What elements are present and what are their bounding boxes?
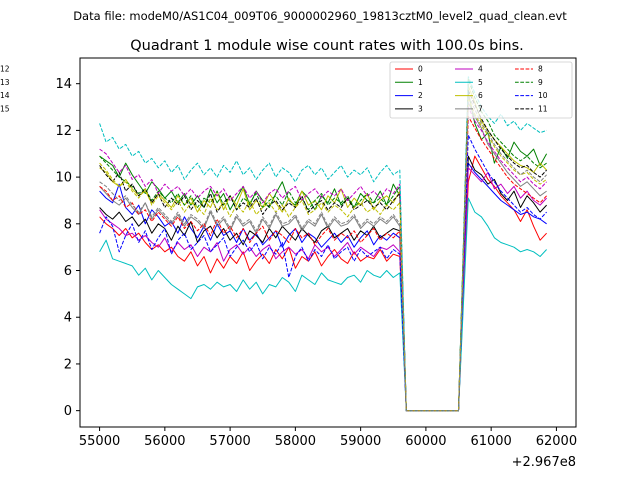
series-line-15: [99, 94, 547, 412]
y-tick-label: 14: [55, 77, 72, 92]
legend-label-15: 15: [0, 104, 10, 113]
legend-label-10: 10: [538, 91, 548, 100]
legend-label-6: 6: [478, 91, 483, 100]
legend-label-2: 2: [418, 91, 423, 100]
x-tick-label: 62000: [536, 434, 577, 449]
legend-label-11: 11: [538, 104, 548, 113]
plot-frame: [79, 57, 577, 428]
series-line-12: [99, 106, 547, 412]
series-line-8: [99, 115, 547, 412]
legend-label-5: 5: [478, 78, 483, 87]
tick-layer: 55000 56000 57000 58000 59000 60000 61000 62000…: [55, 77, 577, 449]
chart-title: Quadrant 1 module wise count rates with …: [130, 38, 524, 54]
x-tick-label: 56000: [144, 434, 185, 449]
x-tick-label: 59000: [340, 434, 381, 449]
legend-label-13: 13: [0, 78, 10, 87]
legend-label-8: 8: [538, 65, 543, 74]
legend-label-0: 0: [418, 65, 423, 74]
x-tick-label: 60000: [405, 434, 446, 449]
y-tick-label: 6: [64, 264, 72, 279]
legend-frame: [389, 61, 573, 119]
y-tick-label: 2: [64, 357, 72, 372]
series-line-5: [99, 197, 547, 412]
series-layer: [99, 76, 548, 412]
y-tick-label: 8: [64, 217, 72, 232]
series-line-7: [99, 101, 547, 412]
x-tick-label: 58000: [275, 434, 316, 449]
series-line-0: [99, 155, 547, 412]
chart-suptitle: Data file: modeM0/AS1C04_009T06_90000029…: [73, 9, 567, 23]
series-line-2: [99, 162, 547, 412]
legend-label-12: 12: [0, 65, 10, 74]
x-offset-label: +2.967e8: [512, 455, 576, 470]
y-tick-label: 0: [64, 404, 72, 419]
series-line-1: [99, 92, 548, 412]
y-tick-label: 12: [55, 124, 72, 139]
x-tick-label: 61000: [470, 434, 511, 449]
legend-label-9: 9: [538, 78, 543, 87]
y-tick-label: 4: [64, 311, 72, 326]
series-line-14: [99, 97, 547, 412]
series-line-13: [99, 76, 547, 412]
legend-label-14: 14: [0, 91, 10, 100]
legend-label-3: 3: [418, 104, 423, 113]
series-line-10: [99, 134, 547, 412]
legend-label-1: 1: [418, 78, 423, 87]
y-tick-label: 10: [55, 171, 72, 186]
x-tick-label: 57000: [209, 434, 250, 449]
x-tick-label: 55000: [79, 434, 120, 449]
legend-label-4: 4: [478, 65, 483, 74]
series-line-3: [99, 155, 547, 412]
legend-label-7: 7: [478, 104, 483, 113]
